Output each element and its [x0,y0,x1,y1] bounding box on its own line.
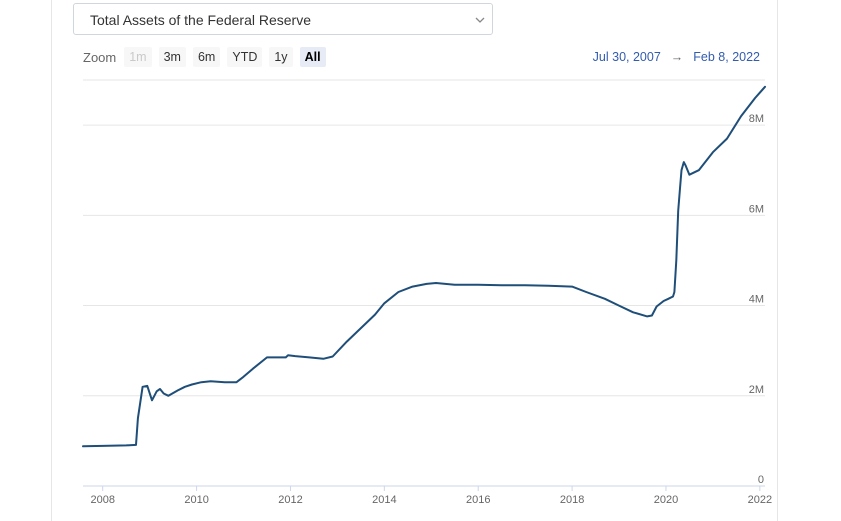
range-from[interactable]: Jul 30, 2007 [592,50,661,64]
series-select[interactable]: Total Assets of the Federal Reserve [73,3,493,35]
zoom-1m-button[interactable]: 1m [124,47,152,67]
x-tick-label: 2022 [748,494,772,506]
zoom-1y-button[interactable]: 1y [269,47,293,67]
y-tick-label: 6M [749,203,764,215]
y-tick-label: 4M [749,294,764,306]
zoom-toolbar: Zoom 1m 3m 6m YTD 1y All [83,46,333,68]
range-arrow: → [670,50,684,64]
x-tick-label: 2020 [654,494,678,506]
zoom-3m-button[interactable]: 3m [158,47,186,67]
x-tick-label: 2016 [466,494,490,506]
series-select-label: Total Assets of the Federal Reserve [90,12,311,28]
x-tick-label: 2012 [278,494,302,506]
zoom-6m-button[interactable]: 6m [192,47,221,67]
y-tick-label: 2M [749,384,764,396]
chevron-down-icon [475,17,485,23]
x-tick-label: 2014 [372,494,396,506]
chart-panel [51,0,778,521]
zoom-all-button[interactable]: All [299,47,326,67]
x-tick-label: 2010 [184,494,208,506]
series-line [82,85,766,448]
zoom-ytd-button[interactable]: YTD [227,47,263,67]
y-tick-label: 0 [758,474,764,486]
y-tick-label: 8M [749,113,764,125]
range-to[interactable]: Feb 8, 2022 [693,50,760,64]
x-tick-label: 2008 [90,494,114,506]
date-range: Jul 30, 2007 → Feb 8, 2022 [593,50,760,64]
zoom-label: Zoom [83,49,117,65]
x-tick-label: 2018 [560,494,584,506]
